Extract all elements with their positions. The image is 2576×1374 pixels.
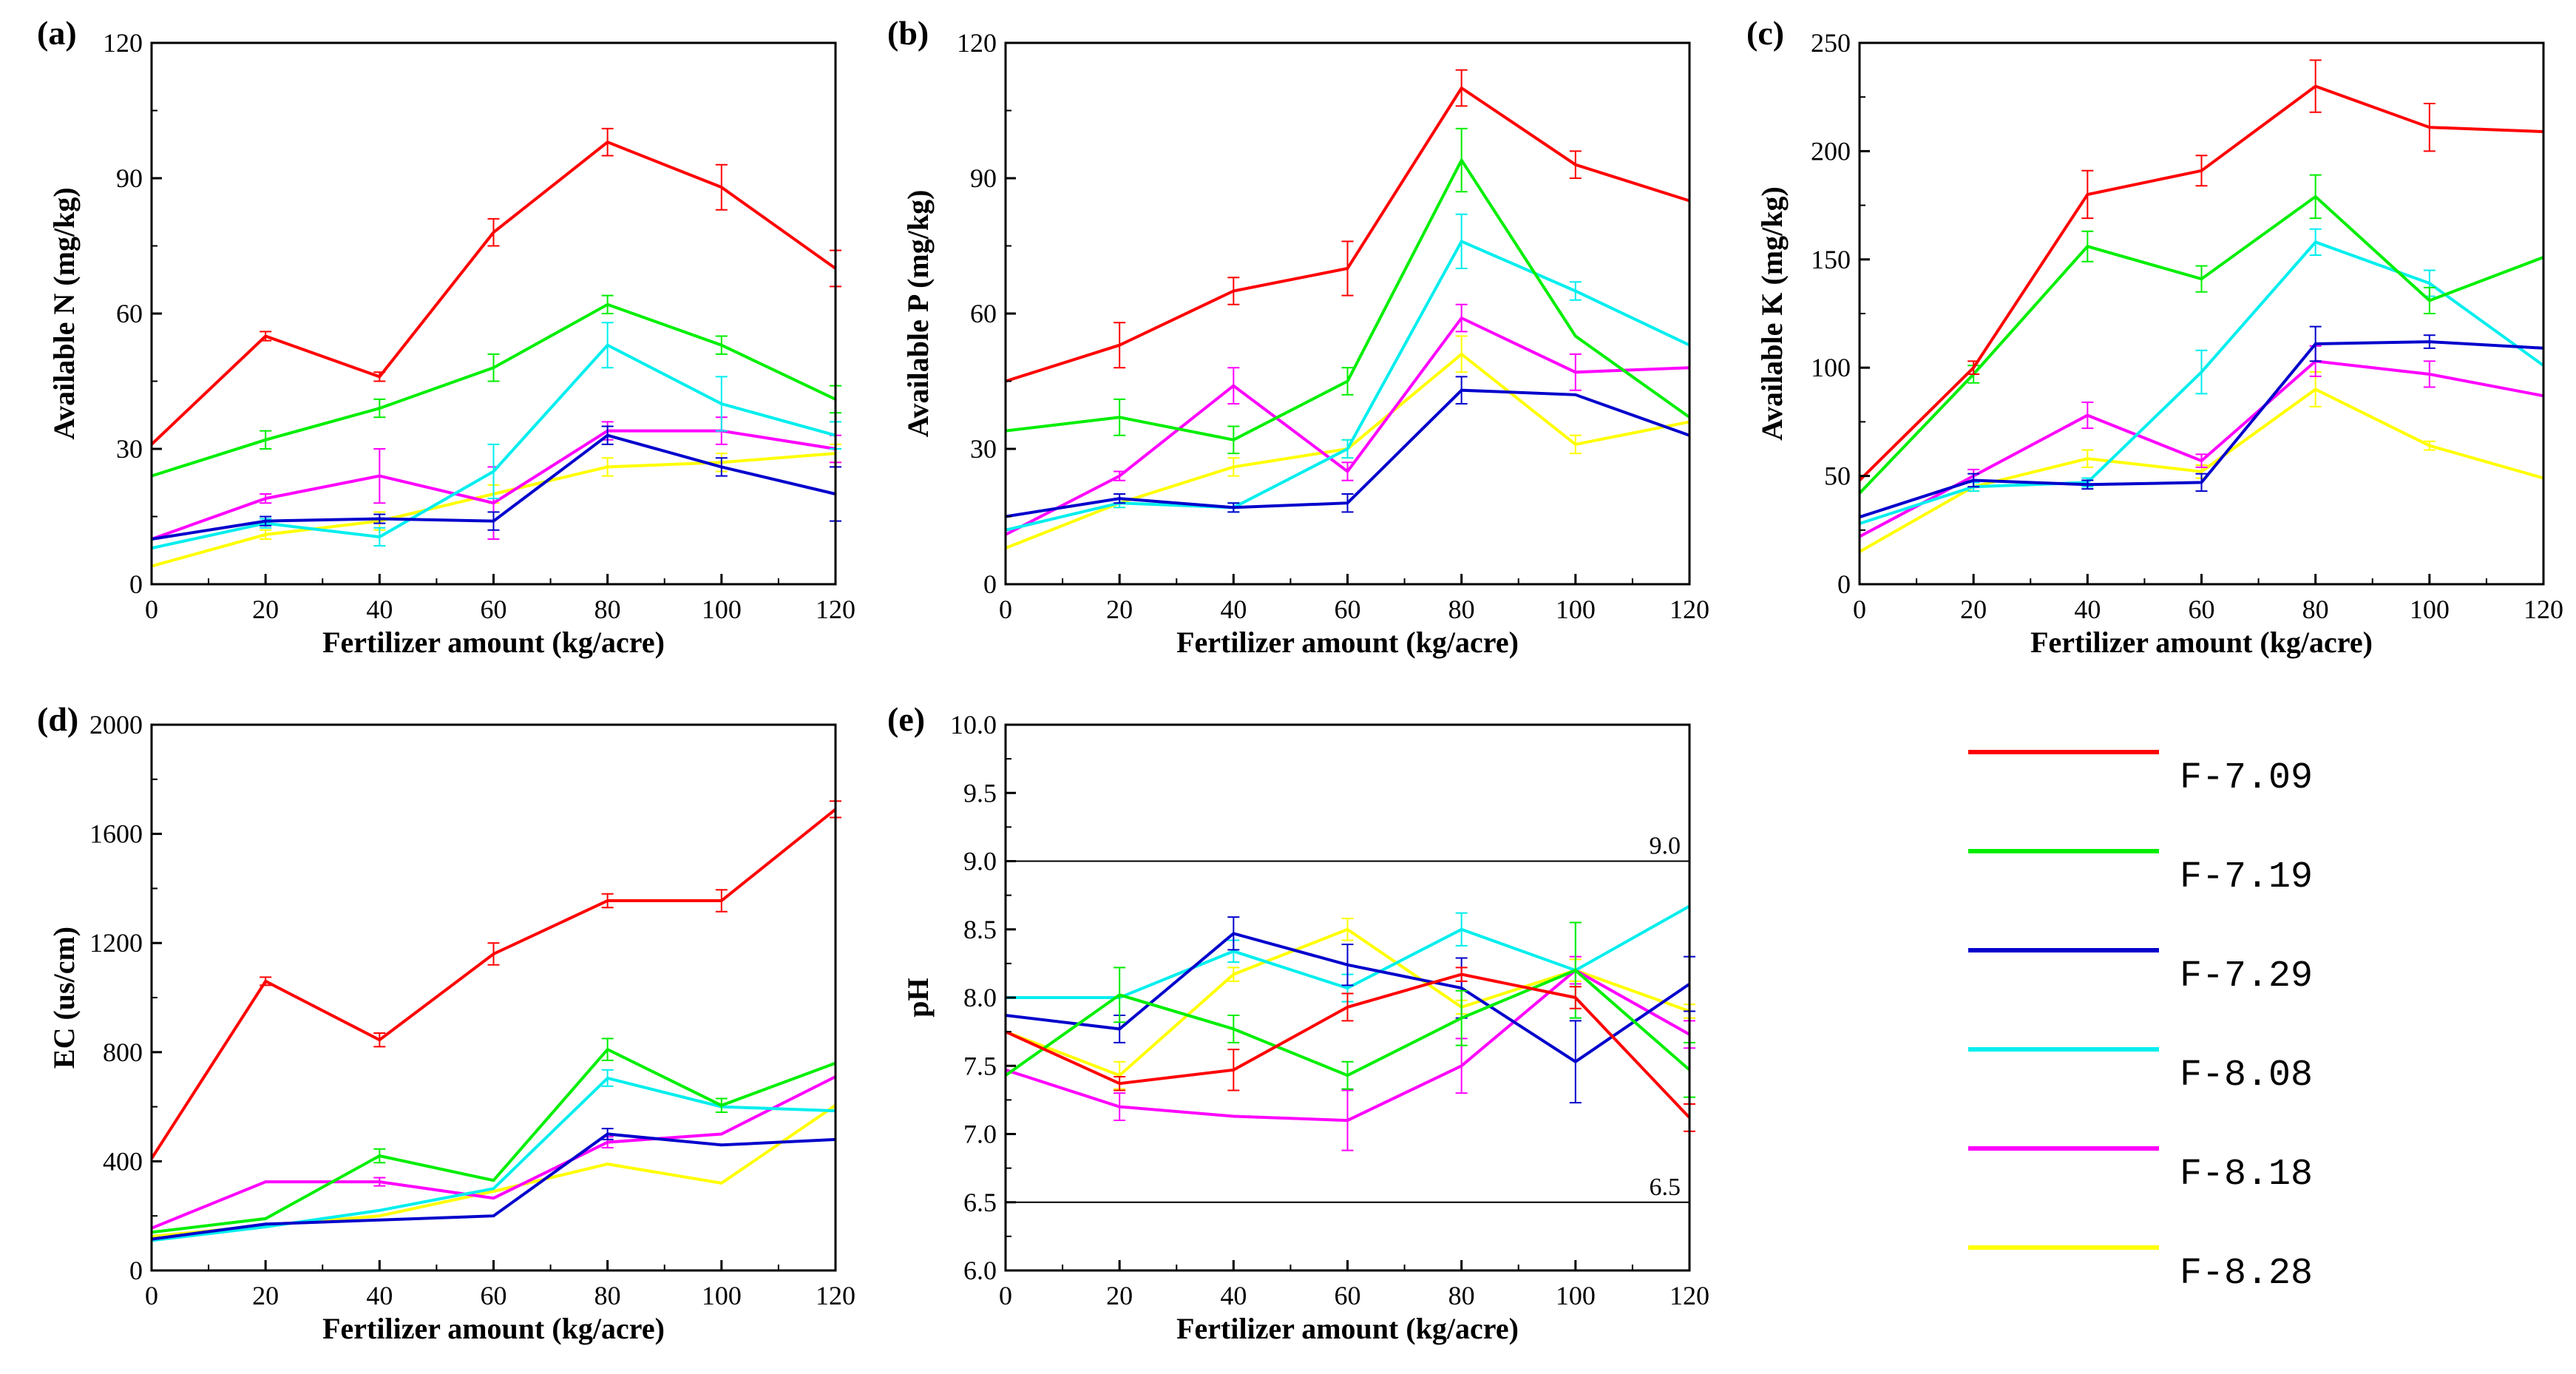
x-tick-label: 100: [1556, 1281, 1596, 1310]
x-tick-label: 60: [2189, 595, 2215, 624]
y-tick-label: 120: [957, 28, 997, 58]
x-axis-title: Fertilizer amount (kg/acre): [322, 626, 665, 659]
y-tick-label: 0: [129, 1256, 143, 1285]
panel-letter: (c): [1746, 14, 1784, 52]
x-tick-label: 120: [816, 1281, 855, 1310]
x-tick-label: 80: [594, 595, 621, 624]
chart-panel-3: (c) 0 20 40 60 80 100 120 0 50 100 150 200 250 Fertili…: [1746, 14, 2563, 659]
legend-label: F-7.09: [2180, 757, 2313, 799]
y-axis-title: Available K (mg/kg): [1755, 186, 1789, 441]
x-tick-label: 80: [1448, 595, 1475, 624]
x-tick-label: 0: [145, 1281, 158, 1310]
panel-letter: (b): [887, 14, 929, 52]
x-axis-title: Fertilizer amount (kg/acre): [2030, 626, 2373, 659]
y-tick-label: 30: [970, 434, 997, 464]
x-tick-label: 80: [1448, 1281, 1475, 1310]
y-tick-label: 0: [983, 569, 997, 599]
chart-panel-5: (e) 9.0 6.5 0 20 40 60 80 100 120 6.0 6.5 7.0 7.5 8.0 8…: [887, 700, 1709, 1345]
series-line-f-8-18: [151, 1075, 836, 1230]
y-tick-label: 150: [1811, 245, 1851, 274]
x-tick-label: 80: [594, 1281, 621, 1310]
x-tick-label: 40: [366, 1281, 393, 1310]
x-tick-label: 60: [1335, 595, 1361, 624]
y-tick-label: 9.0: [963, 847, 997, 876]
x-tick-label: 80: [2302, 595, 2329, 624]
x-tick-label: 60: [481, 595, 507, 624]
legend-label: F-7.29: [2180, 955, 2313, 998]
y-tick-label: 7.5: [963, 1051, 997, 1080]
y-tick-label: 200: [1811, 136, 1851, 166]
x-tick-label: 120: [816, 595, 855, 624]
y-tick-label: 10.0: [950, 710, 997, 740]
y-tick-label: 400: [103, 1146, 143, 1176]
x-tick-label: 120: [2524, 595, 2563, 624]
y-tick-label: 0: [1837, 569, 1851, 599]
y-tick-label: 120: [103, 28, 143, 58]
y-tick-label: 1600: [89, 819, 143, 849]
x-tick-label: 40: [2074, 595, 2101, 624]
y-tick-label: 30: [116, 434, 143, 464]
legend-label: F-8.08: [2180, 1055, 2313, 1097]
y-axis-title: pH: [901, 978, 935, 1017]
y-tick-label: 1200: [89, 928, 143, 958]
y-axis-title: Available P (mg/kg): [901, 190, 935, 438]
panel-letter: (a): [37, 14, 77, 52]
y-tick-label: 90: [116, 163, 143, 193]
y-tick-label: 7.0: [963, 1120, 997, 1149]
x-tick-label: 100: [1556, 595, 1596, 624]
y-tick-label: 0: [129, 569, 143, 599]
x-tick-label: 60: [481, 1281, 507, 1310]
legend: F-7.09 F-7.19 F-7.29 F-8.08 F-8.18 F-8.28: [1968, 750, 2313, 1295]
x-tick-label: 120: [1670, 595, 1709, 624]
x-tick-label: 20: [1106, 1281, 1133, 1310]
y-tick-label: 100: [1811, 353, 1851, 382]
x-tick-label: 0: [145, 595, 158, 624]
chart-panel-4: (d)0 20 40 60 80 100 1200400800120016002000Fer…: [37, 700, 855, 1345]
x-axis-title: Fertilizer amount (kg/acre): [1176, 1312, 1519, 1345]
y-tick-label: 60: [970, 299, 997, 328]
x-tick-label: 20: [252, 595, 279, 624]
panel-letter: (e): [887, 700, 925, 738]
x-tick-label: 20: [1960, 595, 1987, 624]
y-tick-label: 9.5: [963, 778, 997, 808]
y-tick-label: 800: [103, 1038, 143, 1067]
x-tick-label: 40: [366, 595, 393, 624]
legend-label: F-7.19: [2180, 856, 2313, 898]
legend-label: F-8.28: [2180, 1253, 2313, 1295]
chart-panel-2: (b) 0 20 40 60 80 100 120 0 30 60 90 120 Fertilizer a…: [887, 14, 1709, 659]
y-tick-label: 6.0: [963, 1256, 997, 1285]
x-tick-label: 40: [1220, 595, 1247, 624]
x-tick-label: 120: [1670, 1281, 1709, 1310]
y-tick-label: 2000: [89, 710, 143, 740]
y-axis-title: EC (us/cm): [47, 927, 81, 1069]
x-tick-label: 0: [1853, 595, 1866, 624]
x-tick-label: 0: [999, 1281, 1012, 1310]
x-tick-label: 100: [702, 1281, 742, 1310]
y-tick-label: 8.0: [963, 983, 997, 1012]
x-tick-label: 100: [2410, 595, 2450, 624]
y-tick-label: 8.5: [963, 915, 997, 944]
reference-line-label: 9.0: [1650, 833, 1681, 860]
reference-line-label: 6.5: [1650, 1174, 1681, 1201]
x-tick-label: 0: [999, 595, 1012, 624]
series-line-f-7-29: [151, 1132, 836, 1241]
y-tick-label: 250: [1811, 28, 1851, 58]
x-tick-label: 60: [1335, 1281, 1361, 1310]
x-axis-title: Fertilizer amount (kg/acre): [1176, 626, 1519, 659]
x-tick-label: 20: [1106, 595, 1133, 624]
chart-panel-1: (a) 0 20 40 60 80 100 120 0 30 60 90 120 Fertilizer a…: [37, 14, 855, 659]
y-axis-title: Available N (mg/kg): [47, 187, 81, 439]
x-tick-label: 100: [702, 595, 742, 624]
x-tick-label: 20: [252, 1281, 279, 1310]
y-tick-label: 90: [970, 163, 997, 193]
x-tick-label: 40: [1220, 1281, 1247, 1310]
legend-label: F-8.18: [2180, 1154, 2313, 1196]
y-tick-label: 60: [116, 299, 143, 328]
panel-letter: (d): [37, 700, 78, 738]
x-axis-title: Fertilizer amount (kg/acre): [322, 1312, 665, 1345]
y-tick-label: 50: [1824, 461, 1851, 491]
y-tick-label: 6.5: [963, 1188, 997, 1217]
